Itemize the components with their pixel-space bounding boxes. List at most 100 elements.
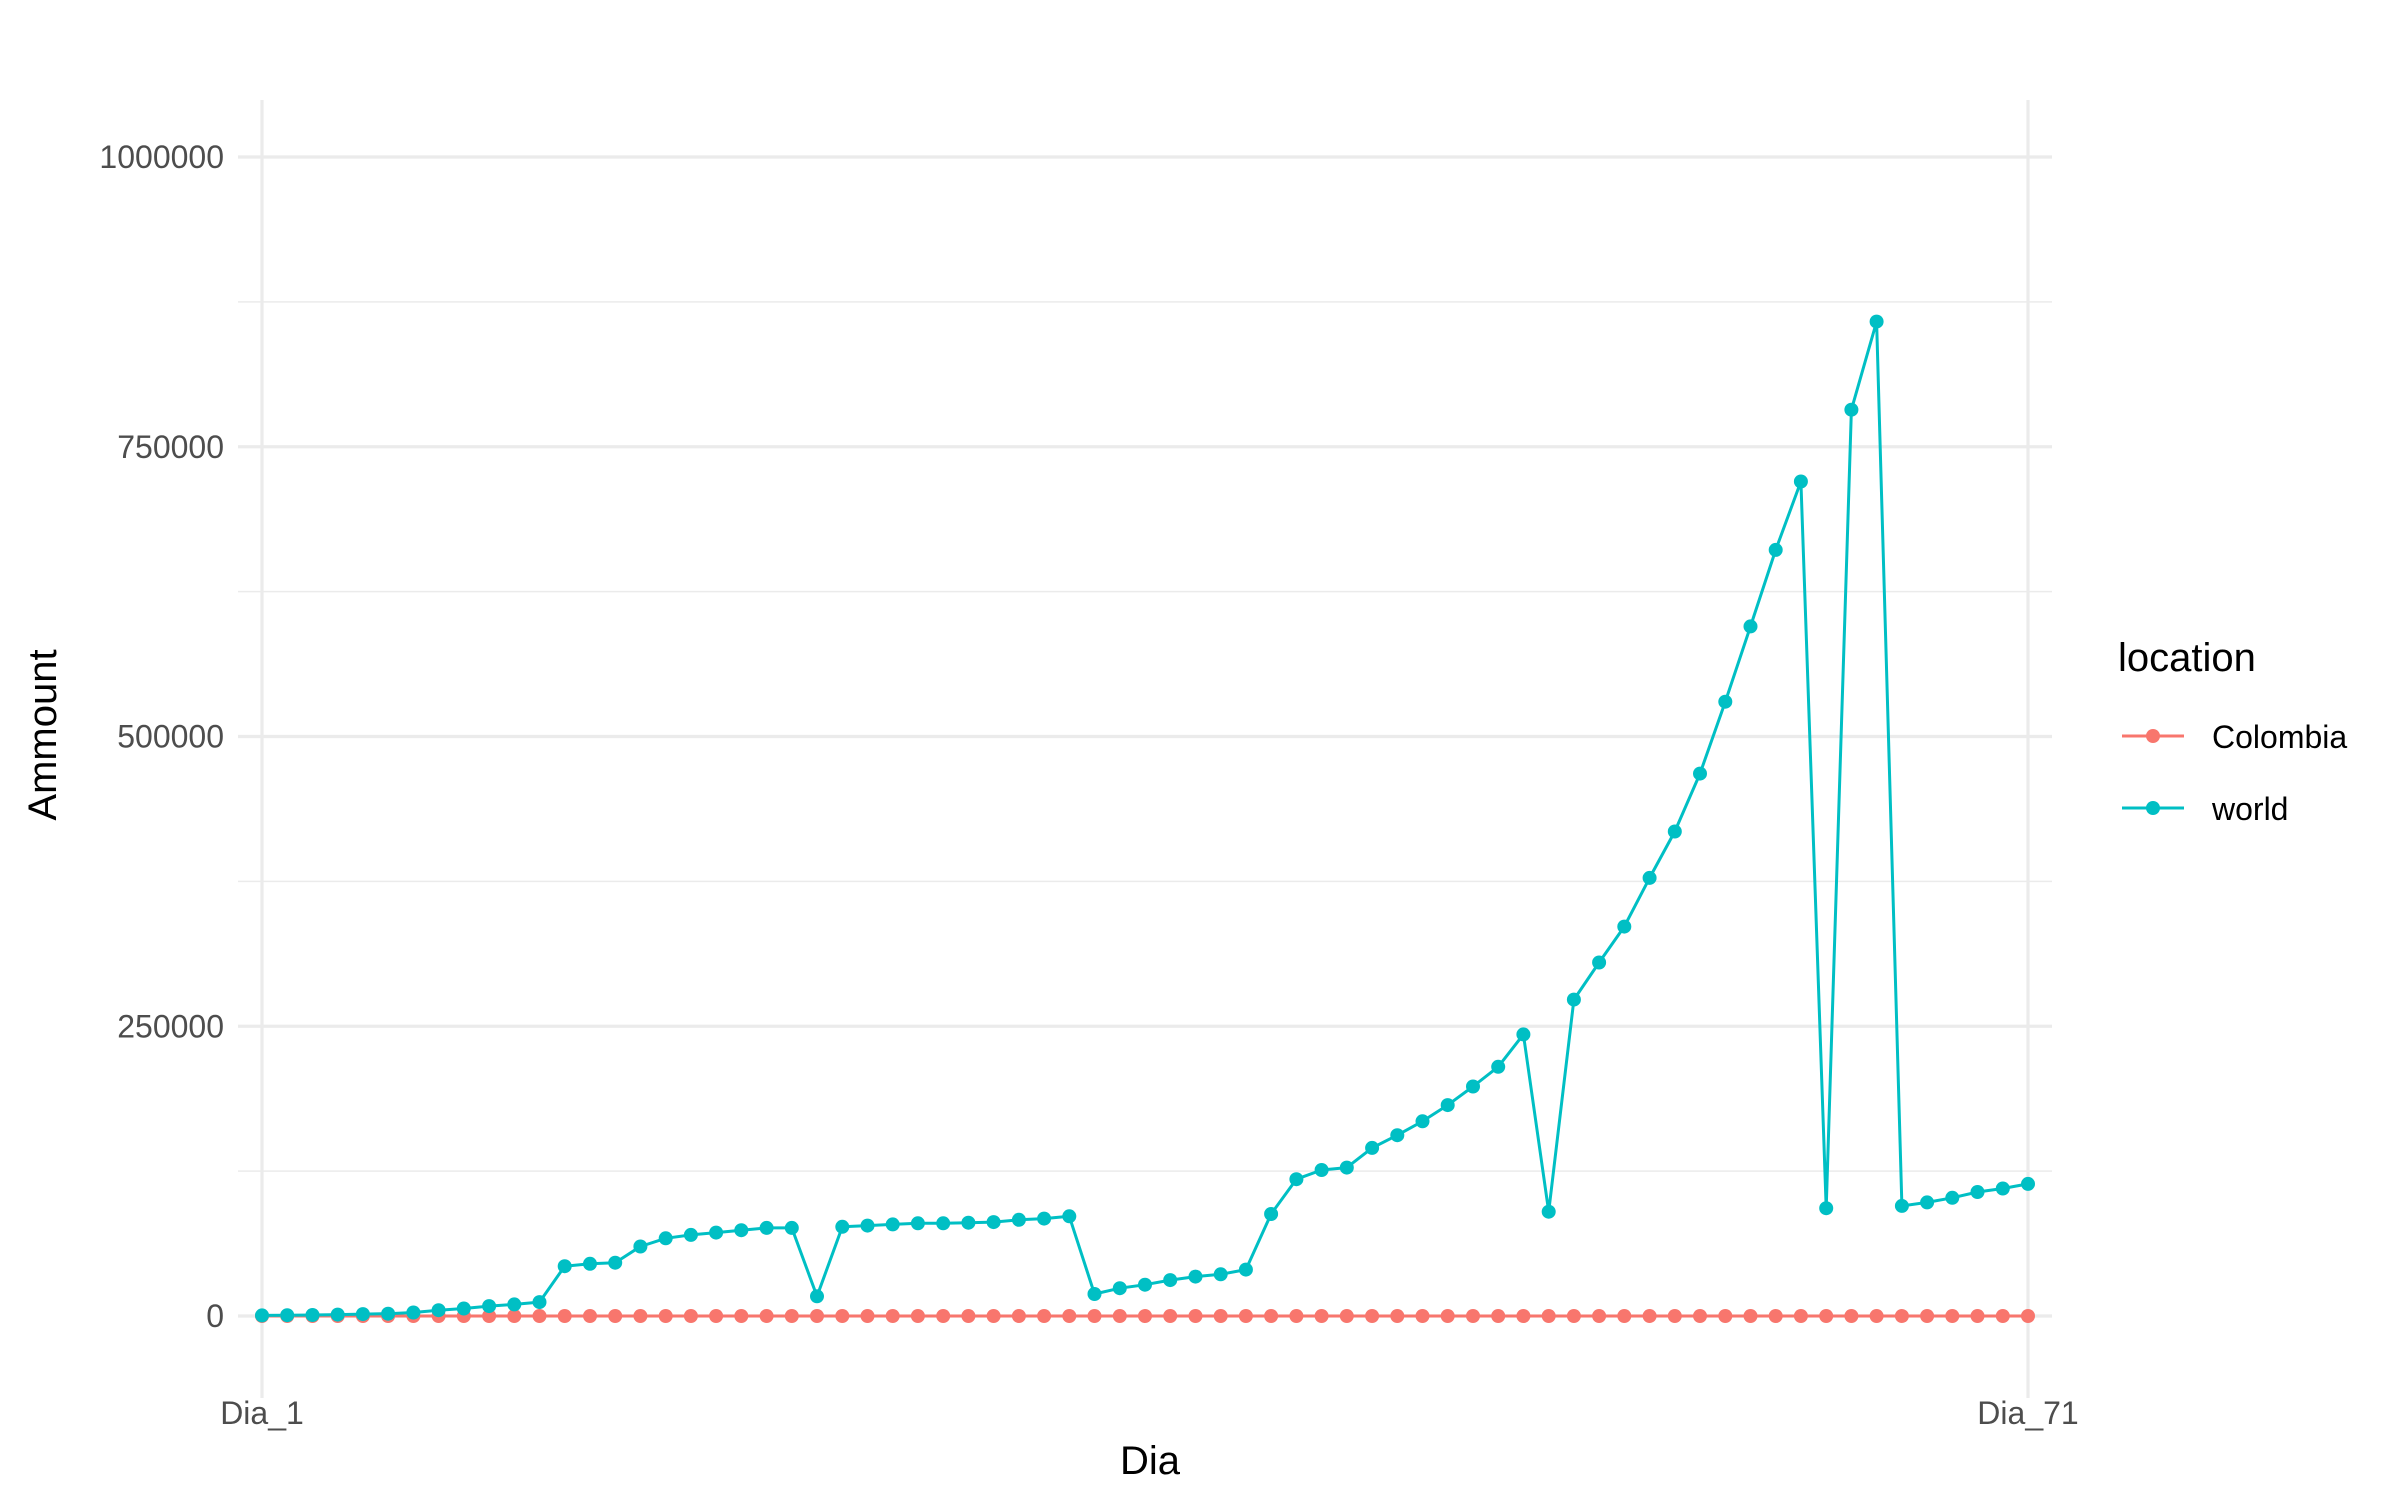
data-point-colombia xyxy=(734,1309,749,1323)
data-point-colombia xyxy=(961,1309,976,1323)
data-point-colombia xyxy=(1289,1309,1304,1323)
y-axis-ticks: 0 250000 500000 750000 1000000 xyxy=(99,139,224,1334)
legend-label-world: world xyxy=(2211,791,2288,827)
x-axis-title: Dia xyxy=(1120,1439,1181,1483)
data-point-world xyxy=(759,1220,774,1235)
data-point-world xyxy=(784,1220,799,1235)
data-point-colombia xyxy=(1491,1309,1506,1323)
data-point-colombia xyxy=(1390,1309,1405,1323)
data-point-world xyxy=(1264,1207,1279,1221)
data-point-colombia xyxy=(1945,1309,1960,1323)
data-point-world xyxy=(1390,1128,1405,1143)
series-points xyxy=(255,314,2035,1323)
data-point-colombia xyxy=(1188,1309,1203,1323)
data-point-colombia xyxy=(608,1309,623,1323)
data-point-colombia xyxy=(1440,1309,1455,1323)
data-point-colombia xyxy=(1768,1309,1783,1323)
data-point-world xyxy=(1466,1079,1480,1094)
data-point-world xyxy=(1516,1027,1531,1042)
data-point-colombia xyxy=(759,1309,774,1323)
data-point-colombia xyxy=(1718,1309,1733,1323)
data-point-world xyxy=(406,1305,421,1320)
data-point-colombia xyxy=(1819,1309,1834,1323)
data-point-colombia xyxy=(810,1309,824,1323)
data-point-world xyxy=(1087,1287,1102,1301)
data-point-world xyxy=(1112,1281,1127,1296)
data-point-world xyxy=(810,1289,824,1304)
data-point-world xyxy=(1415,1114,1430,1129)
data-point-colombia xyxy=(482,1309,497,1323)
data-point-world xyxy=(885,1217,900,1232)
data-point-colombia xyxy=(1844,1309,1859,1323)
y-tick-label: 0 xyxy=(206,1298,224,1334)
legend-title: location xyxy=(2118,636,2256,680)
data-point-colombia xyxy=(507,1309,522,1323)
data-point-world xyxy=(1163,1273,1178,1288)
data-point-colombia xyxy=(1365,1309,1380,1323)
data-point-world xyxy=(1945,1190,1960,1205)
data-point-world xyxy=(507,1297,522,1312)
data-point-world xyxy=(1642,870,1657,885)
data-point-colombia xyxy=(1970,1309,1985,1323)
data-point-colombia xyxy=(1592,1309,1607,1323)
data-point-colombia xyxy=(885,1309,900,1323)
data-point-world xyxy=(532,1295,547,1310)
data-point-colombia xyxy=(1667,1309,1682,1323)
data-point-colombia xyxy=(835,1309,850,1323)
y-tick-label: 750000 xyxy=(117,429,224,465)
data-point-colombia xyxy=(860,1309,875,1323)
data-point-world xyxy=(482,1299,497,1314)
data-point-colombia xyxy=(1163,1309,1178,1323)
legend-key-world-point xyxy=(2146,801,2160,815)
data-point-colombia xyxy=(784,1309,799,1323)
data-point-colombia xyxy=(1894,1309,1909,1323)
data-point-world xyxy=(355,1307,370,1322)
data-point-colombia xyxy=(1062,1309,1077,1323)
data-point-colombia xyxy=(1793,1309,1808,1323)
legend-key-colombia-point xyxy=(2146,729,2160,743)
data-point-colombia xyxy=(936,1309,951,1323)
data-point-world xyxy=(1011,1212,1026,1227)
data-point-colombia xyxy=(683,1309,698,1323)
data-point-colombia xyxy=(1138,1309,1152,1323)
legend-item-colombia: Colombia xyxy=(2122,719,2347,755)
data-point-world xyxy=(1541,1204,1556,1219)
data-point-colombia xyxy=(1693,1309,1707,1323)
data-point-world xyxy=(1718,694,1733,709)
data-point-world xyxy=(1667,824,1682,839)
data-point-colombia xyxy=(1112,1309,1127,1323)
data-point-colombia xyxy=(1238,1309,1253,1323)
data-point-colombia xyxy=(1516,1309,1531,1323)
y-axis-title: Ammount xyxy=(21,649,65,820)
data-point-world xyxy=(1213,1267,1228,1282)
data-point-world xyxy=(1743,619,1758,634)
data-point-world xyxy=(255,1308,269,1323)
data-point-colombia xyxy=(1415,1309,1430,1323)
data-point-world xyxy=(1844,402,1859,417)
data-point-colombia xyxy=(1466,1309,1480,1323)
y-tick-label: 1000000 xyxy=(99,139,224,175)
data-point-world xyxy=(1491,1059,1506,1074)
data-point-world xyxy=(305,1308,320,1322)
data-point-colombia xyxy=(633,1309,648,1323)
data-point-world xyxy=(583,1256,597,1271)
data-point-world xyxy=(1970,1185,1985,1199)
data-point-world xyxy=(734,1223,749,1238)
legend-item-world: world xyxy=(2122,791,2288,827)
data-point-world xyxy=(1238,1262,1253,1277)
data-point-world xyxy=(1693,766,1707,781)
data-point-colombia xyxy=(1314,1309,1329,1323)
data-point-world xyxy=(1894,1198,1909,1213)
data-point-world xyxy=(431,1303,446,1318)
data-point-world xyxy=(1138,1277,1152,1292)
data-point-world xyxy=(860,1218,875,1233)
data-point-world xyxy=(633,1239,648,1254)
data-point-colombia xyxy=(986,1309,1001,1323)
data-point-colombia xyxy=(583,1309,597,1323)
data-point-colombia xyxy=(1264,1309,1279,1323)
data-point-world xyxy=(709,1225,724,1240)
data-point-colombia xyxy=(1213,1309,1228,1323)
data-point-colombia xyxy=(1642,1309,1657,1323)
data-point-world xyxy=(1995,1181,2010,1196)
